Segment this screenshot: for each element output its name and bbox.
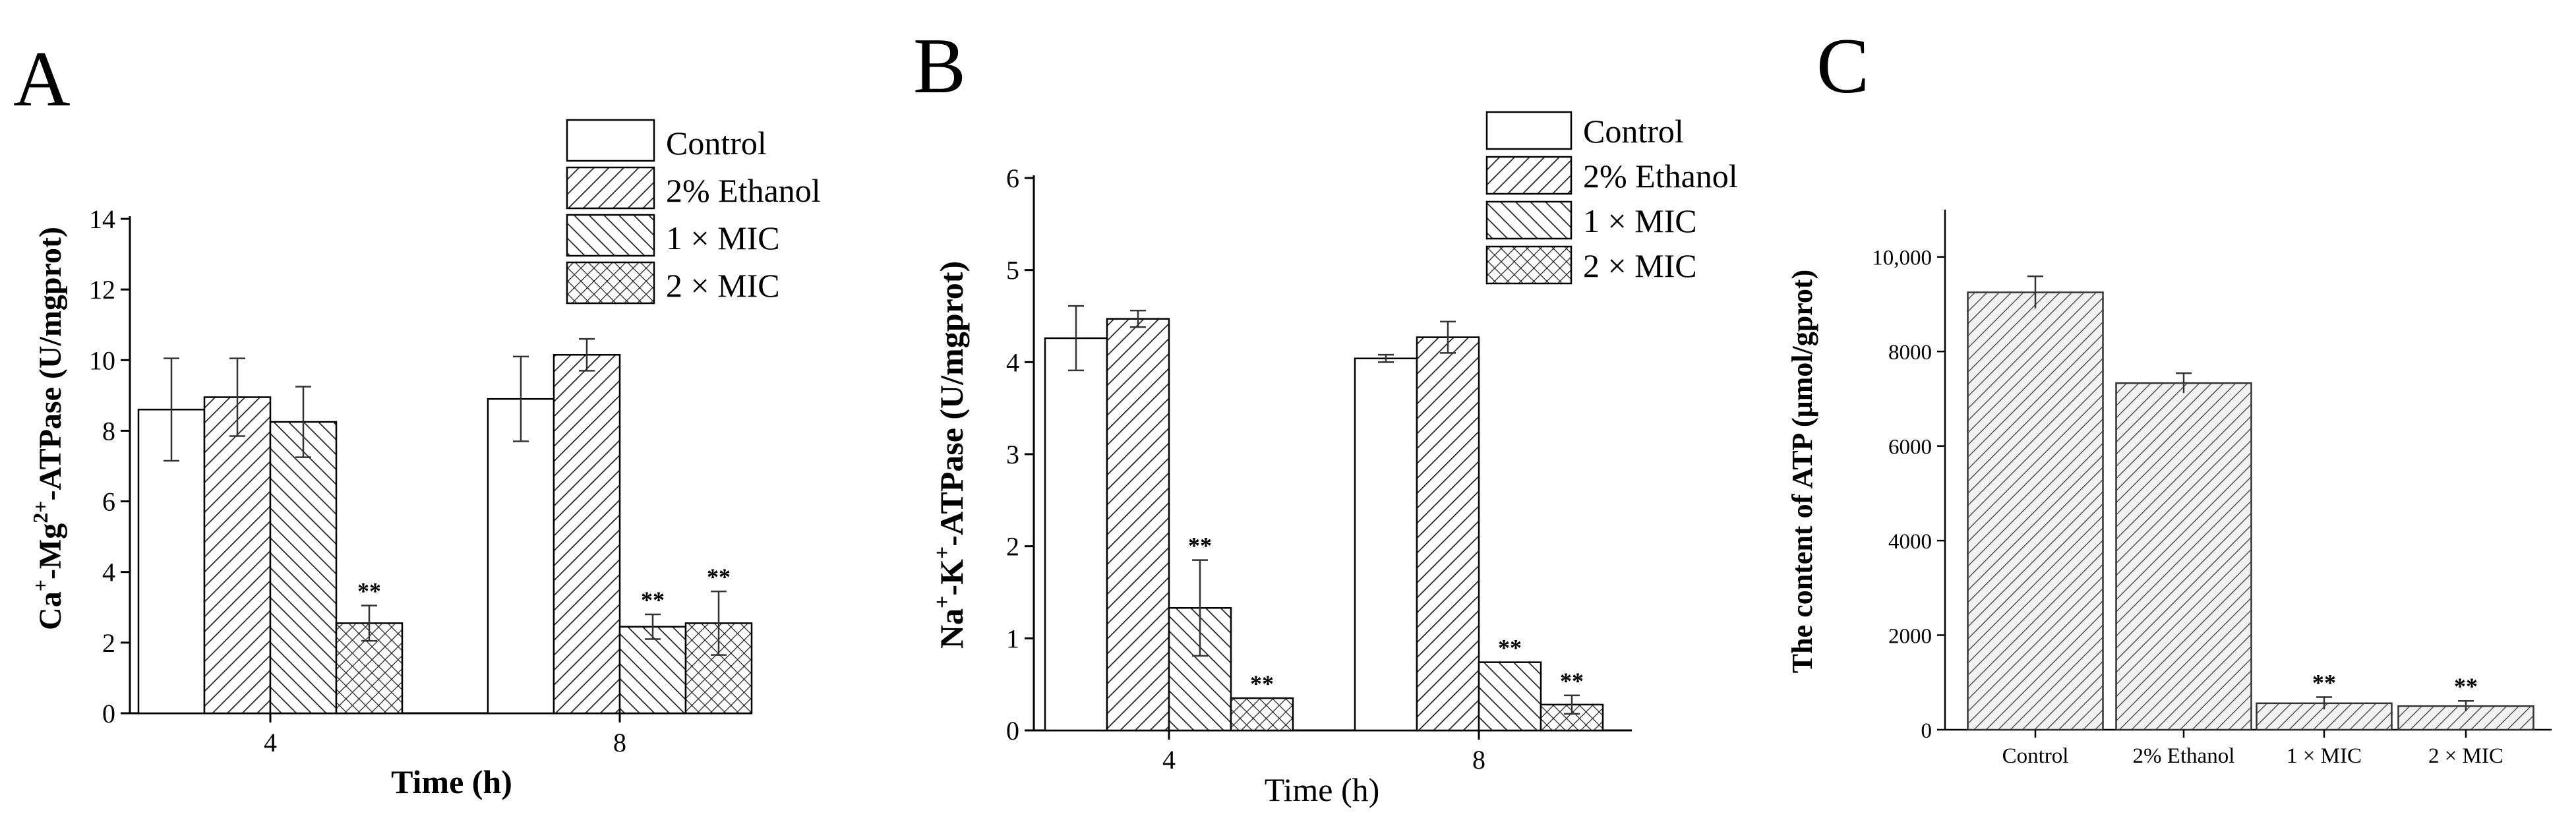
panel-c-y-tick-label: 8000 xyxy=(1888,341,1932,365)
panel-b-legend-label: Control xyxy=(1583,113,1684,150)
panel-a-significance-label: ** xyxy=(357,578,381,604)
panel-b-legend-swatch xyxy=(1485,200,1573,240)
panel-b-x-tick-label: 4 xyxy=(1162,745,1176,775)
panel-c-x-tick-label: 2 × MIC xyxy=(2428,744,2503,768)
panel-b-y-tick-label: 1 xyxy=(1006,624,1019,653)
panel-b: Na+-K+-ATPase (U/mgprot) Time (h) xyxy=(930,261,1379,808)
panel-c-y-tick-label: 10,000 xyxy=(1872,247,1932,270)
panel-a-y-axis-label: Ca+-Mg2+-ATPase (U/mgprot) xyxy=(28,227,68,630)
panel-a-y-tick-label: 4 xyxy=(102,558,115,587)
panel-b-significance-label: ** xyxy=(1498,635,1522,661)
panel-a-y-tick-label: 6 xyxy=(102,487,115,517)
panel-b-bar xyxy=(1230,697,1294,732)
panel-b-x-tick-label: 8 xyxy=(1472,745,1485,775)
panel-a-x-tick-label: 4 xyxy=(264,728,277,757)
panel-c-y-tick-label: 6000 xyxy=(1888,436,1932,459)
panel-c-bar xyxy=(2115,382,2252,731)
panel-a-bar xyxy=(203,396,272,715)
panel-a: Ca+-Mg2+-ATPase (U/mgprot) Time (h) xyxy=(28,227,512,800)
panel-c-significance-label: ** xyxy=(2312,670,2336,696)
panel-b-bar xyxy=(1044,337,1108,732)
panel-b-y-tick-label: 3 xyxy=(1006,440,1019,469)
panel-b-y-tick-label: 6 xyxy=(1006,163,1019,193)
panel-a-legend-swatch xyxy=(566,261,655,305)
panel-a-bar xyxy=(269,421,338,715)
panel-a-significance-label: ** xyxy=(707,564,731,590)
panel-c-x-tick-label: 2% Ethanol xyxy=(2133,744,2235,768)
panel-c-y-tick-label: 2000 xyxy=(1888,625,1932,649)
panel-b-x-axis-label: Time (h) xyxy=(1265,771,1380,808)
panel-a-legend-label: 2 × MIC xyxy=(666,267,780,304)
panel-b-legend-label: 2% Ethanol xyxy=(1583,158,1738,194)
panel-c-significance-label: ** xyxy=(2454,673,2478,699)
panel-a-y-tick-label: 8 xyxy=(102,416,115,446)
panel-b-bar xyxy=(1354,357,1418,732)
panel-a-legend-label: Control xyxy=(666,125,767,162)
panel-a-x-axis-label: Time (h) xyxy=(391,763,512,800)
panel-a-legend-swatch xyxy=(566,214,655,257)
panel-a-bar xyxy=(553,354,621,715)
panel-b-y-tick-label: 5 xyxy=(1006,256,1019,285)
panel-c-y-axis-label: The content of ATP (μmol/gprot) xyxy=(1786,270,1818,673)
panel-b-significance-label: ** xyxy=(1250,670,1274,697)
panel-a-legend-label: 1 × MIC xyxy=(666,220,780,256)
panel-b-significance-label: ** xyxy=(1188,533,1212,559)
panel-letter-b: B xyxy=(913,22,966,109)
panel-b-y-tick-label: 0 xyxy=(1006,716,1019,746)
panel-a-legend-swatch xyxy=(566,166,655,210)
panel-a-y-tick-label: 2 xyxy=(102,628,115,658)
panel-letter-a: A xyxy=(13,35,71,123)
panel-a-y-tick-label: 14 xyxy=(89,204,115,234)
panel-b-legend-label: 2 × MIC xyxy=(1583,247,1697,284)
panel-b-bar xyxy=(1478,661,1542,732)
panel-b-legend-label: 1 × MIC xyxy=(1583,202,1697,239)
panel-b-significance-label: ** xyxy=(1560,668,1584,694)
panel-c-x-tick-label: 1 × MIC xyxy=(2287,744,2362,768)
panel-a-x-tick-label: 8 xyxy=(613,728,626,757)
panel-a-y-tick-label: 0 xyxy=(102,699,115,728)
panel-c-y-tick-label: 4000 xyxy=(1888,530,1932,554)
panel-a-y-tick-label: 10 xyxy=(89,345,115,375)
panel-a-significance-label: ** xyxy=(641,587,665,613)
panel-b-legend-swatch xyxy=(1485,245,1573,285)
panel-a-bar xyxy=(487,397,555,715)
panel-b-bar xyxy=(1416,336,1480,732)
panel-a-legend-label: 2% Ethanol xyxy=(666,172,821,209)
panel-c-bar xyxy=(1967,291,2104,731)
panel-a-y-tick-label: 12 xyxy=(89,275,115,305)
panel-b-y-tick-label: 4 xyxy=(1006,347,1019,377)
panel-b-legend-swatch xyxy=(1485,156,1573,195)
panel-a-bar xyxy=(618,626,687,715)
panel-letter-c: C xyxy=(1816,22,1869,109)
panel-b-y-axis-label: Na+-K+-ATPase (U/mgprot) xyxy=(930,261,970,649)
panel-b-legend-swatch xyxy=(1485,111,1573,150)
panel-b-y-tick-label: 2 xyxy=(1006,532,1019,562)
panel-c-x-tick-label: Control xyxy=(2002,744,2069,768)
panel-c-y-tick-label: 0 xyxy=(1921,719,1932,743)
panel-a-legend-swatch xyxy=(566,119,655,162)
panel-c: The content of ATP (μmol/gprot) xyxy=(1786,270,1818,673)
panel-b-bar xyxy=(1106,318,1170,732)
